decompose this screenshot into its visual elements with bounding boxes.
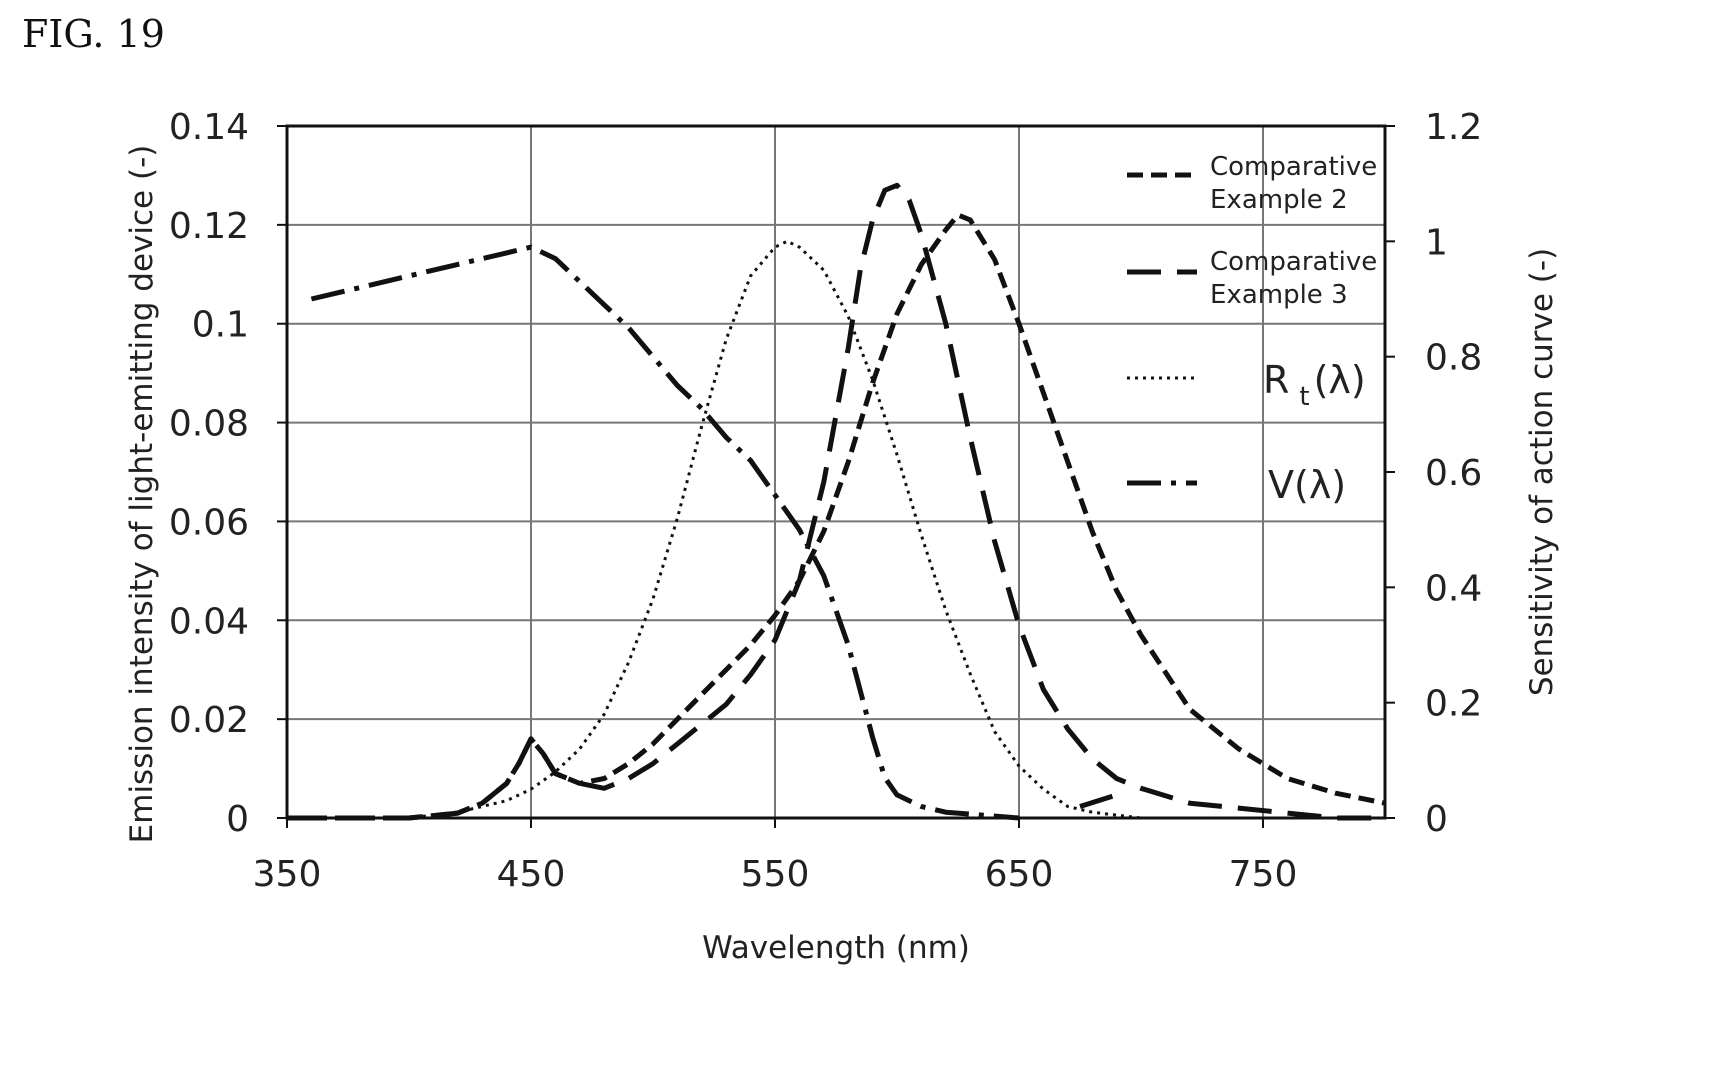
left-tick-label: 0.14 bbox=[169, 107, 249, 148]
legend-rt-suffix: (λ) bbox=[1314, 358, 1366, 402]
x-tick-label: 650 bbox=[985, 854, 1054, 895]
series-line-0 bbox=[287, 212, 1386, 821]
left-tick-label: 0.02 bbox=[169, 700, 249, 741]
x-axis-ticks: 350 450 550 650 750 bbox=[253, 818, 1298, 895]
x-tick-label: 350 bbox=[253, 854, 322, 895]
legend-label-comparative-example-3-line1: Comparative bbox=[1210, 247, 1377, 277]
left-tick-label: 0.12 bbox=[169, 206, 249, 247]
left-tick-label: 0.06 bbox=[169, 502, 249, 543]
legend-label-comparative-example-2-line2: Example 2 bbox=[1210, 185, 1348, 215]
legend-label-comparative-example-2-line1: Comparative bbox=[1210, 152, 1377, 182]
left-axis-ticks: 0 0.02 0.04 0.06 0.08 0.1 0.12 0.14 bbox=[169, 107, 287, 840]
series-line-4 bbox=[1079, 792, 1118, 809]
plot-frame bbox=[285, 124, 1387, 820]
series-layer bbox=[287, 182, 1386, 821]
left-tick-label: 0 bbox=[226, 799, 249, 840]
right-axis-ticks: 0 0.2 0.4 0.6 0.8 1 1.2 bbox=[1385, 107, 1482, 840]
grid-lines bbox=[287, 126, 1385, 818]
legend-rt-main: R bbox=[1263, 358, 1289, 402]
x-axis-title: Wavelength (nm) bbox=[702, 930, 970, 966]
left-tick-label: 0.08 bbox=[169, 404, 249, 445]
right-tick-label: 0.2 bbox=[1425, 684, 1482, 725]
right-y-axis-title: Sensitivity of action curve (-) bbox=[1524, 248, 1560, 696]
left-y-axis-title: Emission intensity of light-emitting dev… bbox=[124, 145, 160, 844]
x-tick-label: 750 bbox=[1229, 854, 1298, 895]
legend: Comparative Example 2 Comparative Exampl… bbox=[1127, 152, 1377, 507]
right-tick-label: 1.2 bbox=[1425, 107, 1482, 148]
series-line-1 bbox=[287, 182, 1385, 821]
right-tick-label: 0 bbox=[1425, 799, 1448, 840]
x-tick-label: 450 bbox=[497, 854, 566, 895]
right-tick-label: 0.6 bbox=[1425, 453, 1482, 494]
right-tick-label: 0.8 bbox=[1425, 338, 1482, 379]
figure-label: FIG. 19 bbox=[22, 12, 165, 56]
legend-label-v-lambda: V(λ) bbox=[1268, 463, 1346, 507]
x-tick-label: 550 bbox=[741, 854, 810, 895]
left-tick-label: 0.04 bbox=[169, 601, 249, 642]
right-tick-label: 1 bbox=[1425, 222, 1448, 263]
right-tick-label: 0.4 bbox=[1425, 568, 1482, 609]
left-tick-label: 0.1 bbox=[192, 305, 249, 346]
legend-rt-sub: t bbox=[1299, 382, 1309, 412]
legend-label-comparative-example-3-line2: Example 3 bbox=[1210, 280, 1348, 310]
series-line-3 bbox=[310, 244, 1020, 821]
